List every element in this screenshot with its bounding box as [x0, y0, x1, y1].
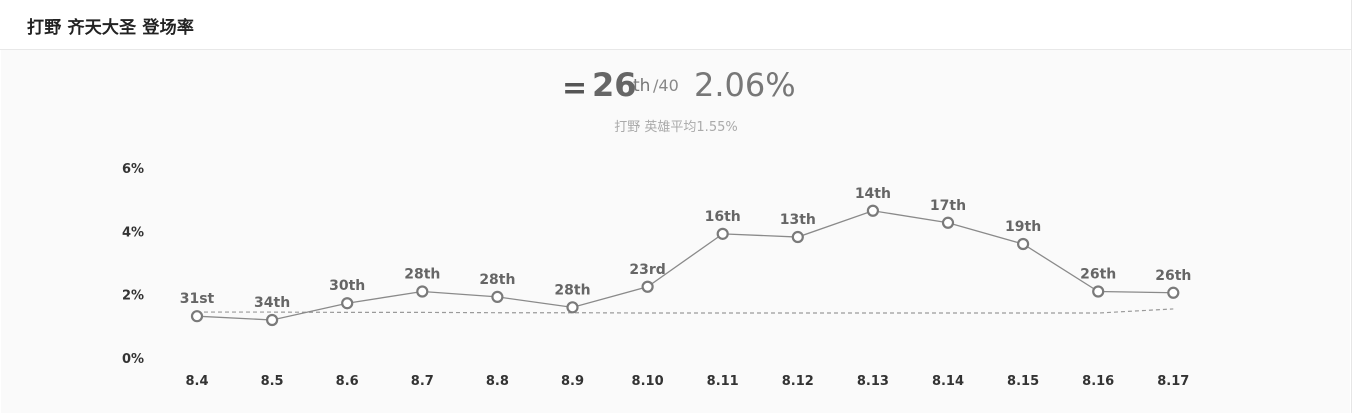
- panel-header: 打野 齐天大圣 登场率: [0, 0, 1351, 50]
- data-point: [866, 204, 880, 217]
- pick-rate-series-line: [196, 210, 1174, 321]
- data-point: [190, 310, 204, 323]
- data-label: 28th: [479, 272, 515, 288]
- data-point: [1092, 285, 1105, 298]
- data-label: 26th: [1155, 268, 1191, 284]
- data-label: 16th: [705, 209, 741, 225]
- average-rate-text: 打野 英雄平均1.55%: [614, 120, 738, 135]
- panel-title: 打野 齐天大圣 登场率: [27, 18, 195, 38]
- data-point: [416, 285, 429, 298]
- data-point: [716, 227, 729, 240]
- x-tick-label: 8.10: [632, 374, 664, 389]
- x-tick-label: 8.9: [561, 374, 584, 389]
- x-tick-label: 8.14: [932, 374, 964, 389]
- data-label: 28th: [554, 282, 590, 298]
- data-point: [566, 301, 579, 314]
- average-series-line: [197, 308, 1174, 314]
- data-point: [941, 216, 955, 229]
- x-tick-label: 8.17: [1157, 374, 1189, 389]
- data-label: 34th: [254, 295, 290, 311]
- data-point: [266, 313, 279, 327]
- data-point: [341, 297, 354, 310]
- x-tick-label: 8.15: [1007, 374, 1039, 389]
- x-tick-label: 8.5: [261, 374, 284, 389]
- data-label: 14th: [855, 186, 891, 202]
- panel-body: [1, 50, 1350, 413]
- y-tick-label: 0%: [122, 352, 144, 367]
- rank-number: 26: [592, 66, 637, 104]
- x-tick-label: 8.4: [185, 374, 208, 389]
- pick-rate: 2.06%: [694, 66, 796, 104]
- data-label: 26th: [1080, 267, 1116, 283]
- data-label: 28th: [404, 267, 440, 283]
- data-point: [791, 230, 804, 244]
- data-point: [1167, 286, 1180, 299]
- x-tick-label: 8.11: [707, 374, 739, 389]
- data-label: 13th: [780, 212, 816, 228]
- data-label: 17th: [930, 198, 966, 214]
- data-label: 23rd: [629, 262, 665, 278]
- y-tick-label: 2%: [122, 289, 144, 304]
- x-tick-label: 8.12: [782, 374, 814, 389]
- x-tick-label: 8.13: [857, 374, 889, 389]
- data-point: [491, 290, 504, 303]
- x-tick-label: 8.7: [411, 374, 434, 389]
- rank-change-symbol: =: [562, 71, 588, 106]
- x-tick-label: 8.16: [1082, 374, 1114, 389]
- x-tick-label: 8.8: [486, 374, 509, 389]
- y-tick-label: 4%: [122, 225, 144, 240]
- data-point: [1016, 237, 1030, 251]
- data-label: 30th: [329, 278, 365, 294]
- rank-summary: = 26 th /40 2.06%: [0, 62, 1352, 112]
- data-label: 31st: [180, 291, 215, 307]
- y-tick-label: 6%: [122, 162, 144, 177]
- rank-total: /40: [653, 76, 679, 95]
- data-point: [641, 280, 654, 293]
- rank-suffix: th: [633, 76, 651, 96]
- data-label: 19th: [1005, 219, 1041, 235]
- x-tick-label: 8.6: [336, 374, 359, 389]
